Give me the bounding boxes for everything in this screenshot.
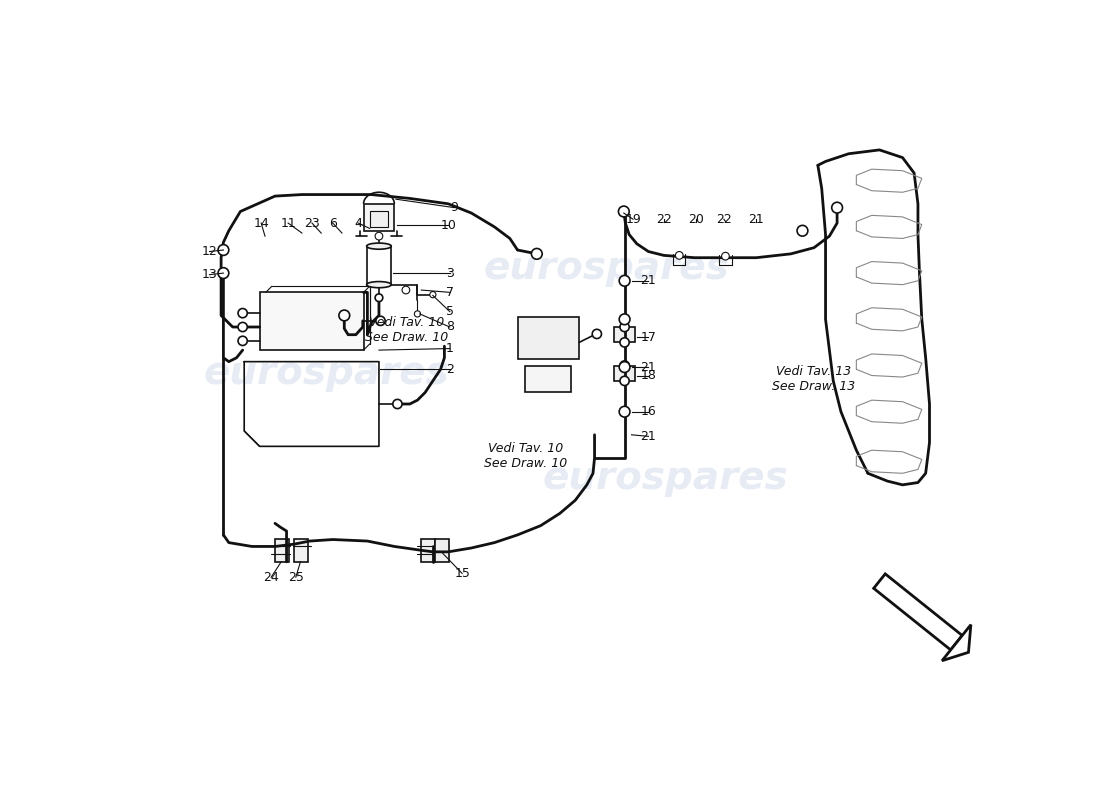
Text: 19: 19 [625, 213, 641, 226]
Polygon shape [873, 574, 962, 650]
Text: 11: 11 [280, 217, 296, 230]
Text: 9: 9 [451, 201, 459, 214]
Text: 2: 2 [446, 363, 453, 376]
Text: eurospares: eurospares [204, 354, 450, 392]
Circle shape [620, 376, 629, 386]
Text: 17: 17 [640, 330, 657, 343]
Bar [436, 538, 449, 562]
Text: 21: 21 [748, 213, 764, 226]
Circle shape [619, 406, 630, 417]
Circle shape [238, 322, 248, 332]
Circle shape [832, 202, 843, 213]
Text: Vedi Tav. 10
See Draw. 10: Vedi Tav. 10 See Draw. 10 [484, 442, 568, 470]
Bar [421, 538, 436, 562]
Bar [614, 366, 636, 381]
Text: 4: 4 [354, 217, 362, 230]
Circle shape [403, 286, 410, 294]
Text: 23: 23 [304, 217, 320, 230]
Polygon shape [942, 625, 971, 661]
Circle shape [620, 361, 629, 370]
Circle shape [375, 294, 383, 302]
Circle shape [531, 249, 542, 259]
Text: 16: 16 [640, 405, 657, 418]
Text: 24: 24 [263, 570, 279, 584]
Circle shape [619, 362, 630, 373]
Text: Vedi Tav. 10
See Draw. 10: Vedi Tav. 10 See Draw. 10 [365, 316, 449, 344]
Circle shape [430, 291, 436, 298]
Text: 13: 13 [201, 268, 218, 281]
Circle shape [798, 226, 807, 236]
Text: 20: 20 [689, 213, 704, 226]
Circle shape [619, 275, 630, 286]
Text: 21: 21 [640, 430, 657, 443]
Bar [370, 211, 388, 227]
Circle shape [619, 314, 630, 325]
Circle shape [620, 322, 629, 332]
Text: Vedi Tav. 13
See Draw. 13: Vedi Tav. 13 See Draw. 13 [772, 366, 855, 394]
Circle shape [592, 330, 602, 338]
Text: 18: 18 [640, 369, 657, 382]
Ellipse shape [366, 282, 392, 288]
Circle shape [238, 309, 248, 318]
Text: eurospares: eurospares [542, 459, 789, 497]
Circle shape [722, 252, 729, 260]
Circle shape [393, 399, 403, 409]
Circle shape [238, 336, 248, 346]
Bar [614, 327, 636, 342]
Text: 1: 1 [446, 342, 453, 355]
Text: 10: 10 [440, 219, 456, 232]
Circle shape [339, 310, 350, 321]
Circle shape [618, 206, 629, 217]
Bar [526, 366, 572, 393]
Text: 7: 7 [446, 286, 454, 299]
Text: 14: 14 [253, 217, 270, 230]
Bar [260, 292, 363, 350]
Text: 21: 21 [640, 361, 657, 374]
Bar [275, 538, 289, 562]
Circle shape [376, 316, 385, 326]
Text: 5: 5 [446, 305, 454, 318]
Text: 25: 25 [288, 570, 304, 584]
Circle shape [675, 251, 683, 259]
Text: eurospares: eurospares [483, 250, 729, 287]
Circle shape [415, 311, 420, 317]
Text: 21: 21 [640, 274, 657, 287]
Circle shape [620, 338, 629, 347]
Circle shape [218, 245, 229, 255]
Bar [295, 538, 308, 562]
Text: 22: 22 [716, 213, 732, 226]
Text: 22: 22 [656, 213, 672, 226]
Text: 3: 3 [446, 266, 453, 280]
Text: 6: 6 [329, 217, 337, 230]
Ellipse shape [366, 243, 392, 250]
Bar [517, 317, 579, 359]
Text: 8: 8 [446, 321, 454, 334]
Text: 15: 15 [454, 567, 470, 580]
Circle shape [218, 268, 229, 278]
Bar [363, 204, 395, 230]
Text: 12: 12 [201, 245, 218, 258]
Circle shape [375, 232, 383, 240]
